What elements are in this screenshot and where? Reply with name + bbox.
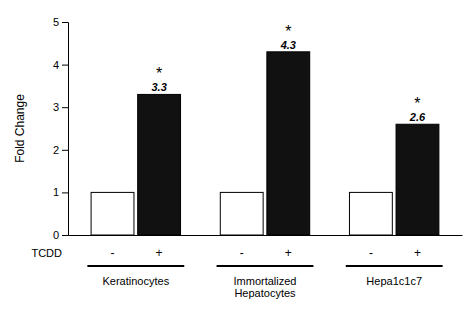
chart-svg: 3.3*4.3*2.6*012345KeratinocytesImmortali…: [0, 0, 474, 317]
y-tick: 2: [53, 144, 68, 156]
x-tick: ImmortalizedHepatocytes: [234, 235, 297, 299]
data-labels: 3.3*4.3*2.6*: [151, 23, 426, 123]
x-tick: Hepa1c1c7: [366, 235, 422, 287]
series-name: +: [414, 246, 421, 260]
x-axis-line: [69, 235, 463, 236]
y-tick-label: 4: [53, 59, 59, 71]
series-name: -: [111, 246, 115, 260]
y-tick: 0: [53, 229, 68, 241]
x-tick-label: Keratinocytes: [102, 275, 169, 287]
y-tick-mark: [62, 235, 68, 236]
y-tick: 5: [53, 16, 68, 28]
y-tick-mark: [62, 150, 68, 151]
group-bracket: [217, 265, 314, 267]
x-axis: KeratinocytesImmortalizedHepatocytesHepa…: [69, 235, 463, 299]
chart-container: 3.3*4.3*2.6*012345KeratinocytesImmortali…: [0, 0, 474, 317]
bars: [91, 52, 439, 235]
x-tick-label-line: Hepa1c1c7: [366, 275, 422, 287]
y-tick-label: 2: [53, 144, 59, 156]
annotation: *: [414, 95, 420, 112]
y-axis-title: Fold Change: [13, 94, 27, 163]
bar: [138, 94, 181, 235]
group-brackets: [87, 266, 442, 267]
y-tick-label: 3: [53, 101, 59, 113]
x-tick-label-line: Keratinocytes: [102, 275, 169, 287]
series-name: +: [285, 246, 292, 260]
x-tick-label: Hepa1c1c7: [366, 275, 422, 287]
data-label: 2.6: [409, 111, 426, 123]
x-tick-label: ImmortalizedHepatocytes: [234, 275, 297, 300]
y-tick-mark: [62, 107, 68, 108]
group-bracket: [346, 265, 443, 267]
y-axis: 0 1 2 3 4 5: [53, 16, 69, 241]
data-label: 3.3: [151, 81, 166, 93]
y-tick: 4: [53, 59, 68, 71]
y-tick: 1: [53, 186, 68, 198]
annotation: *: [285, 23, 291, 40]
bar: [267, 52, 310, 235]
y-axis-line: [62, 23, 69, 236]
series-name: -: [369, 246, 373, 260]
bar: [349, 192, 392, 235]
data-label: 4.3: [280, 39, 296, 51]
series-name: +: [156, 246, 163, 260]
series-name: -: [240, 246, 244, 260]
y-tick: 3: [53, 101, 68, 113]
bar: [220, 192, 263, 235]
y-tick-mark: [62, 192, 68, 193]
y-tick-mark: [62, 65, 68, 66]
annotation: *: [156, 65, 162, 82]
x-tick: Keratinocytes: [102, 235, 169, 287]
y-tick-label: 0: [53, 229, 59, 241]
x-tick-label-line: Hepatocytes: [234, 287, 296, 299]
series-names: - - - + + +: [111, 246, 421, 260]
x-tick-label-line: Immortalized: [234, 275, 297, 287]
y-tick-mark: [62, 22, 68, 23]
group-bracket: [87, 265, 184, 267]
plot: 3.3*4.3*2.6*012345KeratinocytesImmortali…: [13, 16, 463, 299]
bar: [91, 192, 134, 235]
y-tick-label: 5: [53, 16, 59, 28]
y-tick-label: 1: [53, 186, 59, 198]
x-axis-title: TCDD: [31, 247, 62, 259]
bar: [396, 124, 439, 235]
